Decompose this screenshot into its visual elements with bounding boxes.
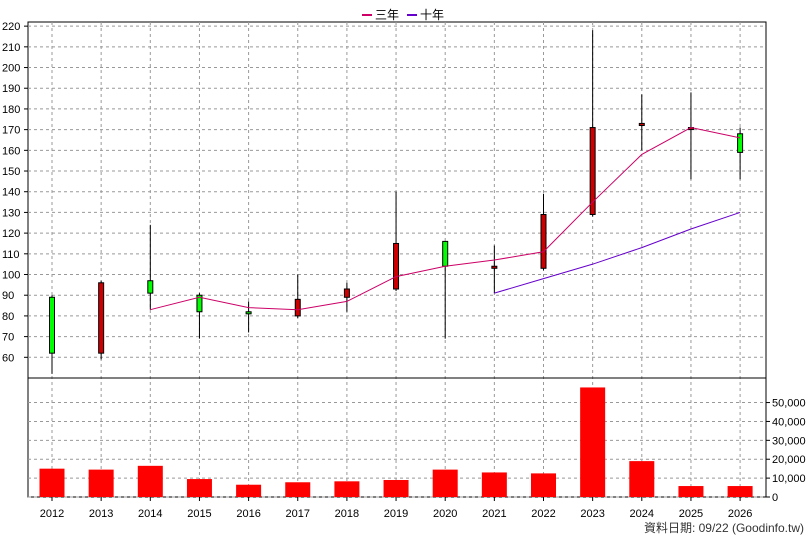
chart-legend: 三年 十年 (362, 8, 444, 22)
volume-bar (186, 479, 212, 497)
candle-body (196, 294, 203, 313)
price-panel-frame (27, 21, 767, 379)
candle-body (442, 240, 449, 267)
x-tick-label: 2026 (728, 508, 752, 520)
price-tick-label: 220 (2, 21, 20, 33)
candle-body (49, 296, 55, 354)
price-tick-label: 130 (2, 207, 20, 219)
price-tick-label: 110 (2, 249, 20, 261)
volume-panel: 0 10,000 20,000 30,000 40,000 50,000 (27, 377, 806, 504)
x-tick-label: 2021 (482, 508, 506, 520)
x-tick-label: 2020 (433, 508, 457, 520)
price-tick-label: 120 (2, 228, 20, 240)
volume-bar (39, 468, 65, 497)
volume-bar (236, 484, 262, 497)
x-tick-label: 2015 (187, 508, 211, 520)
price-tick-label: 200 (2, 63, 20, 75)
volume-bar (580, 387, 606, 497)
price-tick-label: 70 (2, 332, 14, 344)
price-tick-label: 180 (2, 104, 20, 116)
volume-bar (432, 469, 458, 497)
x-tick-label: 2025 (679, 508, 703, 520)
price-tick-label: 80 (2, 311, 14, 323)
x-tick-label: 2024 (630, 508, 654, 520)
footer-source: 資料日期: 09/22 (Goodinfo.tw) (644, 521, 804, 535)
x-tick-label: 2014 (138, 508, 162, 520)
candle-body (737, 133, 744, 153)
candle-body (589, 127, 596, 215)
candle-body (294, 298, 301, 317)
candle-body (393, 242, 400, 290)
volume-bar (383, 480, 409, 497)
volume-bar (481, 472, 507, 497)
price-tick-label: 160 (2, 145, 20, 157)
candle-body (540, 213, 547, 269)
candle-body (343, 288, 350, 298)
price-tick-label: 60 (2, 352, 14, 364)
candle-body (638, 122, 645, 126)
volume-bar (285, 482, 311, 497)
price-tick-label: 90 (2, 290, 14, 302)
price-tick-label: 210 (2, 42, 20, 54)
price-tick-label: 100 (2, 270, 20, 282)
volume-bar (727, 486, 753, 497)
price-tick-label: 140 (2, 187, 20, 199)
volume-tick-label: 20,000 (772, 454, 806, 466)
price-tick-label: 170 (2, 125, 20, 137)
x-tick-label: 2012 (40, 508, 64, 520)
candle-body (98, 282, 105, 354)
legend-label: 三年 (375, 8, 399, 22)
candle-body (245, 311, 252, 315)
x-tick-label: 2023 (580, 508, 604, 520)
price-tick-label: 150 (2, 166, 20, 178)
x-tick-label: 2017 (286, 508, 310, 520)
volume-bar (334, 481, 360, 497)
x-tick-label: 2022 (531, 508, 555, 520)
volume-bar (629, 461, 655, 497)
candle-body (491, 265, 498, 269)
series-line (150, 127, 741, 311)
x-tick-label: 2016 (236, 508, 260, 520)
volume-bar (678, 486, 704, 497)
x-tick-label: 2013 (89, 508, 113, 520)
volume-tick-label: 30,000 (772, 435, 806, 447)
volume-bar (88, 469, 114, 497)
volume-tick-label: 10,000 (772, 473, 806, 485)
x-tick-label: 2019 (384, 508, 408, 520)
volume-tick-label: 50,000 (772, 398, 806, 410)
volume-bar (531, 473, 556, 497)
candle-body (147, 280, 154, 294)
price-panel: 60 70 80 90 100 110 120 130 140 150 160 170 180 190 20… (2, 21, 767, 497)
volume-tick-label: 40,000 (772, 416, 806, 428)
volume-tick-label: 0 (772, 492, 778, 504)
legend-label: 十年 (420, 8, 444, 22)
x-axis: 2012 2013 2014 2015 2016 2017 2018 2019 2020 2021… (40, 497, 752, 520)
x-tick-label: 2018 (335, 508, 359, 520)
series-line (494, 211, 741, 294)
volume-bar (137, 465, 163, 497)
price-tick-label: 190 (2, 83, 20, 95)
